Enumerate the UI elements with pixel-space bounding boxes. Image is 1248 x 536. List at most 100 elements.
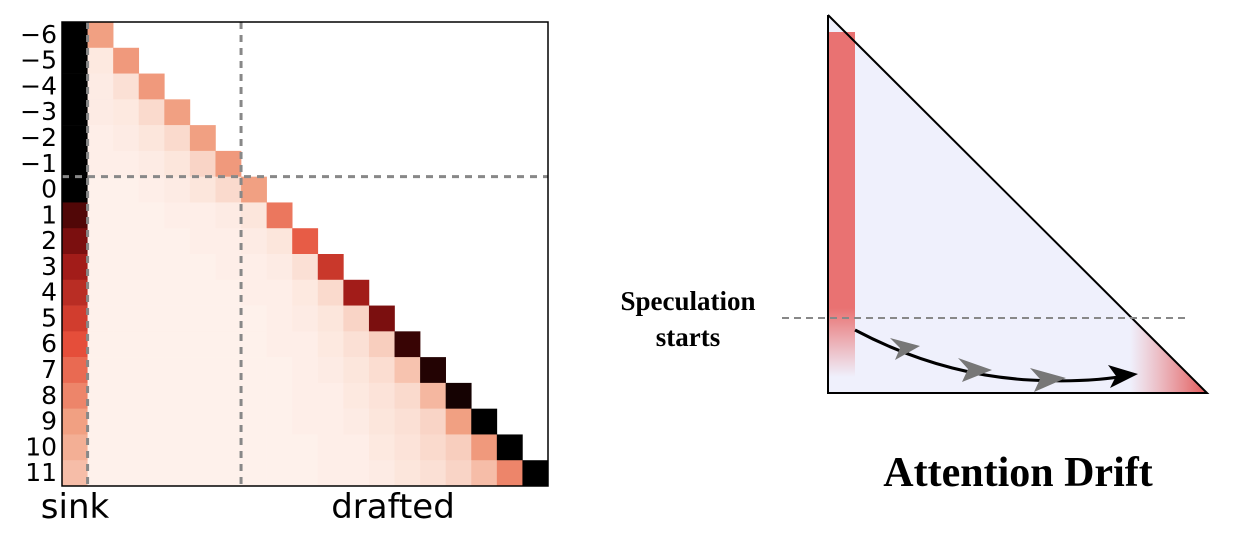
cell xyxy=(138,125,165,152)
cell xyxy=(87,357,114,384)
cell xyxy=(292,460,319,487)
cell xyxy=(164,202,191,229)
cell xyxy=(368,357,395,384)
cell xyxy=(164,305,191,332)
y-tick-label: −6 xyxy=(20,20,57,49)
cell xyxy=(215,254,242,281)
cell xyxy=(215,434,242,461)
cell xyxy=(113,460,140,487)
cell xyxy=(189,434,216,461)
y-tick-label: −3 xyxy=(20,97,57,126)
cell xyxy=(343,331,370,358)
cell xyxy=(87,331,114,358)
cell xyxy=(215,382,242,409)
y-tick-label: 4 xyxy=(41,278,57,307)
cell xyxy=(87,22,114,49)
cell xyxy=(394,382,421,409)
cell xyxy=(113,73,140,100)
cell xyxy=(164,176,191,203)
cell xyxy=(164,125,191,152)
cell xyxy=(420,382,446,409)
cell xyxy=(189,176,216,203)
cell xyxy=(87,434,114,461)
y-tick-label: −1 xyxy=(20,149,57,178)
cell xyxy=(394,357,421,384)
cell xyxy=(241,254,267,281)
cell xyxy=(343,460,370,487)
cell xyxy=(87,254,114,281)
cell xyxy=(189,228,216,255)
cell xyxy=(394,434,421,461)
cell xyxy=(471,460,498,487)
cell xyxy=(368,434,395,461)
cell xyxy=(189,254,216,281)
cell xyxy=(266,434,293,461)
cell xyxy=(164,331,191,358)
arrow-head xyxy=(1030,368,1066,392)
cell xyxy=(394,460,421,487)
cell xyxy=(164,228,191,255)
cell xyxy=(87,125,114,152)
cell xyxy=(87,460,114,487)
y-tick-label: 2 xyxy=(41,226,57,255)
cell xyxy=(266,279,293,306)
cell xyxy=(317,408,344,435)
cell xyxy=(62,331,88,358)
cell xyxy=(292,434,319,461)
cell xyxy=(87,47,114,74)
cell xyxy=(215,228,242,255)
cell xyxy=(87,99,114,126)
cell xyxy=(87,305,114,332)
cell xyxy=(266,382,293,409)
cell xyxy=(164,357,191,384)
y-tick-label: 9 xyxy=(41,407,57,436)
cell xyxy=(87,150,114,177)
x-label: drafted xyxy=(331,487,455,527)
cell xyxy=(62,176,88,203)
cell xyxy=(368,408,395,435)
cell xyxy=(62,408,88,435)
cell xyxy=(113,228,140,255)
cell xyxy=(317,357,344,384)
cell xyxy=(215,305,242,332)
cell xyxy=(113,357,140,384)
cell xyxy=(62,382,88,409)
cell xyxy=(317,279,344,306)
annotation: starts xyxy=(656,322,720,352)
cell xyxy=(113,150,140,177)
y-tick-label: 3 xyxy=(41,252,57,281)
cell xyxy=(138,460,165,487)
y-tick-label: 11 xyxy=(25,458,57,487)
cell xyxy=(189,279,216,306)
cell xyxy=(62,460,88,487)
cell xyxy=(62,125,88,152)
cell xyxy=(215,357,242,384)
cell xyxy=(215,279,242,306)
cell xyxy=(317,434,344,461)
cell xyxy=(266,305,293,332)
cell xyxy=(292,357,319,384)
cell xyxy=(368,331,395,358)
y-tick-label: 7 xyxy=(41,355,57,384)
cell xyxy=(113,176,140,203)
y-tick-label: 6 xyxy=(41,329,57,358)
y-tick-label: 1 xyxy=(41,200,57,229)
cell xyxy=(266,228,293,255)
cell xyxy=(62,434,88,461)
cell xyxy=(164,150,191,177)
cell xyxy=(189,460,216,487)
cell xyxy=(317,331,344,358)
cell xyxy=(292,254,319,281)
cell xyxy=(138,254,165,281)
cell xyxy=(215,408,242,435)
cell xyxy=(241,331,267,358)
cell xyxy=(164,460,191,487)
cell xyxy=(189,305,216,332)
cell xyxy=(241,228,267,255)
cell xyxy=(266,460,293,487)
cell xyxy=(368,305,395,332)
cell xyxy=(164,434,191,461)
cell xyxy=(138,408,165,435)
cell xyxy=(241,434,267,461)
cell xyxy=(113,305,140,332)
